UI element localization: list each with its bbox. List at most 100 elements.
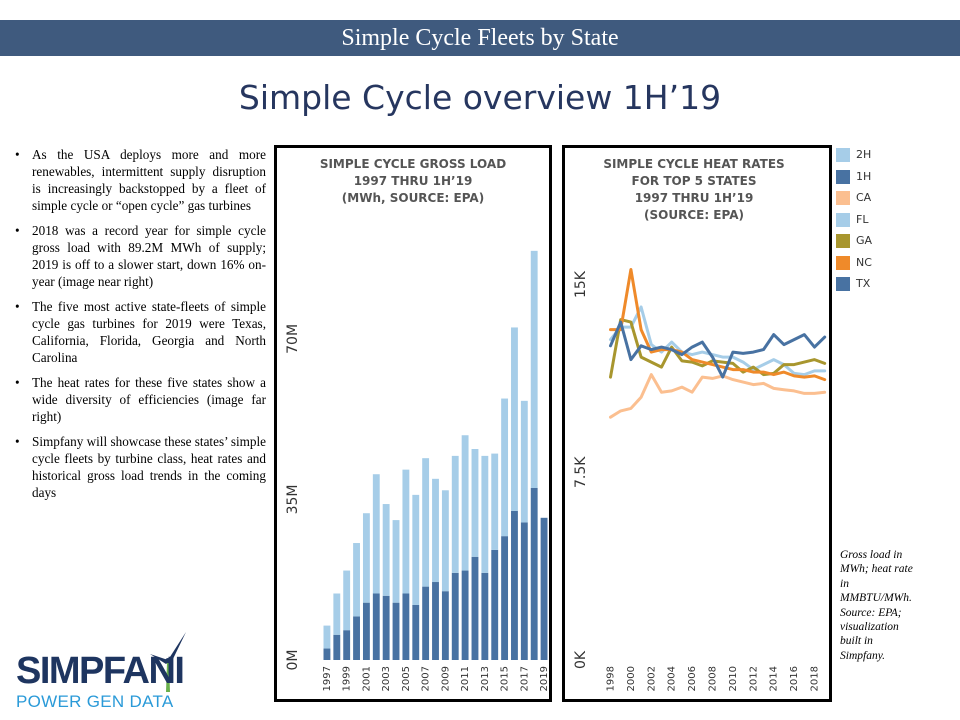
- y-tick-label: 70M: [285, 324, 301, 354]
- legend-label: 1H: [856, 169, 872, 183]
- bar-2h-2017: [520, 400, 528, 523]
- x-tick-label: 2014: [769, 666, 780, 691]
- x-tick-label: 2007: [421, 666, 432, 691]
- bar-2h-2018: [530, 250, 538, 488]
- chart-title-line: SIMPLE CYCLE HEAT RATES: [603, 157, 784, 171]
- series-line-ca: [609, 373, 827, 419]
- bar-2h-2015: [501, 398, 509, 537]
- legend-label: FL: [856, 212, 869, 226]
- bar-2h-2002: [372, 474, 380, 594]
- heat-rate-chart: SIMPLE CYCLE HEAT RATES FOR TOP 5 STATES 1…: [573, 157, 827, 691]
- bar-1h-2012: [471, 556, 479, 660]
- bar-1h-2017: [520, 522, 528, 660]
- series-line-tx: [609, 320, 827, 379]
- x-tick-label: 2009: [440, 666, 451, 691]
- bar-2h-2007: [422, 458, 430, 587]
- legend-label: NC: [856, 255, 872, 269]
- legend-swatch: [836, 148, 850, 162]
- x-tick-label: 2015: [500, 666, 511, 691]
- chart-title-line: (SOURCE: EPA): [644, 208, 744, 222]
- chart-title-line: SIMPLE CYCLE GROSS LOAD: [320, 157, 506, 171]
- x-tick-label: 2003: [381, 666, 392, 691]
- bullet-item: As the USA deploys more and more renewab…: [14, 146, 266, 214]
- bar-2h-2013: [481, 455, 489, 573]
- bar-1h-2018: [530, 487, 538, 660]
- bullet-item: Simpfany will showcase these states’ sim…: [14, 433, 266, 501]
- bar-1h-2004: [392, 602, 400, 660]
- source-note: Gross load in MWh; heat rate in MMBTU/MW…: [840, 549, 913, 662]
- chart-legend: 2H 1H CA FL GA NC TX: [836, 145, 916, 296]
- chart-title-line: FOR TOP 5 STATES: [632, 174, 757, 188]
- bar-2h-2012: [471, 449, 479, 557]
- bar-2h-2009: [441, 490, 449, 592]
- bullet-item: 2018 was a record year for simple cycle …: [14, 222, 266, 290]
- y-tick-label: 35M: [285, 485, 301, 515]
- x-tick-label: 2016: [789, 666, 800, 691]
- legend-item-nc[interactable]: NC: [836, 253, 916, 273]
- bullet-item: The heat rates for these five states sho…: [14, 374, 266, 425]
- legend-label: CA: [856, 191, 872, 204]
- x-tick-label: 2018: [810, 666, 821, 691]
- gross-load-chart: SIMPLE CYCLE GROSS LOAD 1997 THRU 1H’19 (M…: [285, 157, 550, 691]
- bar-1h-2005: [402, 593, 410, 660]
- bar-2h-2014: [491, 453, 499, 550]
- y-tick-label: 0K: [573, 650, 589, 669]
- bar-1h-2008: [432, 582, 439, 660]
- bullet-list: As the USA deploys more and more renewab…: [14, 146, 266, 509]
- legend-label: TX: [856, 277, 871, 290]
- bar-2h-2003: [382, 504, 390, 596]
- bar-2h-2006: [412, 494, 420, 605]
- bar-1h-2001: [362, 602, 370, 660]
- legend-swatch: [836, 277, 850, 291]
- x-tick-label: 2004: [667, 666, 678, 691]
- chart-title-line: (MWh, SOURCE: EPA): [342, 191, 484, 205]
- legend-swatch: [836, 234, 850, 248]
- x-tick-label: 2017: [519, 666, 530, 691]
- y-tick-label: 7.5K: [573, 456, 589, 488]
- x-tick-label: 2013: [480, 666, 491, 691]
- y-tick-label: 0M: [285, 650, 301, 671]
- bar-2h-2011: [461, 435, 469, 571]
- bar-2h-2016: [511, 327, 518, 511]
- x-tick-label: 2010: [728, 666, 739, 691]
- x-tick-label: 2005: [401, 666, 412, 691]
- bar-1h-2000: [353, 616, 360, 660]
- x-tick-label: 2000: [626, 666, 637, 691]
- x-tick-label: 2012: [748, 666, 759, 691]
- logo-wordmark: SIMPFANI: [16, 650, 185, 692]
- banner-title: Simple Cycle Fleets by State: [341, 25, 619, 51]
- legend-item-tx[interactable]: TX: [836, 274, 916, 294]
- bar-2h-2000: [353, 543, 360, 617]
- bar-1h-1997: [323, 648, 331, 660]
- bar-1h-2002: [372, 593, 380, 660]
- series-line-nc: [609, 268, 827, 382]
- y-tick-label: 15K: [573, 270, 589, 298]
- x-tick-label: 1997: [322, 666, 333, 691]
- bullet-item: The five most active state-fleets of sim…: [14, 298, 266, 366]
- logo-tagline: POWER GEN DATA: [16, 692, 174, 711]
- legend-item-2h[interactable]: 2H: [836, 145, 916, 165]
- bar-1h-2015: [501, 536, 509, 660]
- bar-1h-1998: [333, 634, 341, 660]
- bar-2h-2004: [392, 520, 400, 603]
- bar-1h-2007: [422, 586, 430, 660]
- legend-swatch: [836, 255, 850, 270]
- bar-1h-1999: [343, 630, 351, 660]
- x-tick-label: 2002: [646, 666, 657, 691]
- bar-1h-2011: [461, 570, 469, 660]
- legend-swatch: [836, 212, 850, 227]
- bar-1h-2003: [382, 595, 390, 660]
- bar-2h-1999: [343, 570, 351, 631]
- bar-2h-2008: [432, 478, 439, 583]
- legend-swatch: [836, 191, 850, 205]
- bar-1h-2014: [491, 549, 499, 660]
- bar-2h-2005: [402, 469, 410, 594]
- legend-item-fl[interactable]: FL: [836, 210, 916, 230]
- page-title: Simple Cycle overview 1H’19: [238, 78, 722, 117]
- legend-item-ca[interactable]: CA: [836, 188, 916, 208]
- legend-item-ga[interactable]: GA: [836, 231, 916, 251]
- legend-swatch: [836, 169, 850, 184]
- legend-item-1h[interactable]: 1H: [836, 167, 916, 187]
- bar-1h-2019: [540, 517, 548, 660]
- simpfani-logo: SIMPFANI POWER GEN DATA: [14, 630, 194, 712]
